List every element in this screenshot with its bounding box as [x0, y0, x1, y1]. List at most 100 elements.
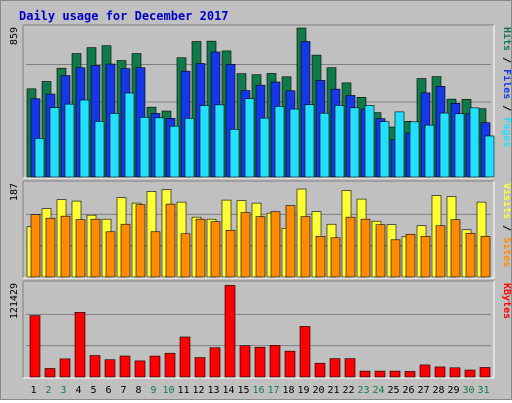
bar-sites-day-7	[120, 223, 131, 278]
bar-pages-day-23	[364, 105, 375, 178]
x-tick-label-day-5: 5	[90, 385, 96, 396]
bar-kbytes-day-16	[254, 346, 266, 378]
x-tick-label-day-3: 3	[60, 385, 66, 396]
bar-pages-day-4	[79, 99, 90, 178]
chart-title: Daily usage for December 2017	[19, 9, 229, 23]
bar-sites-day-26	[405, 233, 416, 278]
legend-separator: /	[501, 219, 511, 237]
bar-pages-day-3	[64, 103, 75, 178]
bar-sites-day-13	[210, 221, 221, 278]
bar-pages-day-11	[184, 118, 195, 178]
bar-sites-day-2	[45, 217, 56, 278]
bar-sites-day-12	[195, 218, 206, 278]
bar-pages-day-30	[469, 107, 480, 178]
bar-pages-day-15	[244, 98, 255, 178]
bar-kbytes-day-8	[134, 360, 146, 378]
bar-kbytes-day-5	[89, 355, 101, 378]
bar-pages-day-10	[169, 125, 180, 178]
bar-kbytes-day-1	[29, 315, 41, 378]
x-tick-label-day-10: 10	[162, 385, 174, 396]
bar-sites-day-1	[30, 214, 41, 278]
bar-sites-day-28	[435, 225, 446, 278]
bar-pages-day-29	[454, 113, 465, 178]
x-tick-label-day-31: 31	[477, 385, 489, 396]
bar-kbytes-day-27	[419, 364, 431, 378]
bar-kbytes-day-14	[224, 285, 236, 378]
bar-kbytes-day-18	[284, 350, 296, 378]
bar-kbytes-day-21	[329, 358, 341, 378]
bar-pages-day-18	[289, 108, 300, 178]
legend-hits: Hits	[501, 27, 511, 51]
y-max-label: 859	[9, 27, 20, 45]
bar-sites-day-16	[255, 216, 266, 278]
bar-pages-day-1	[34, 138, 45, 178]
bar-kbytes-day-29	[449, 367, 461, 378]
bar-pages-day-19	[304, 104, 315, 178]
bar-pages-day-24	[379, 121, 390, 178]
x-tick-label-day-16: 16	[252, 385, 264, 396]
bar-sites-day-23	[360, 218, 371, 278]
bar-kbytes-day-10	[164, 352, 176, 378]
bar-sites-day-21	[330, 237, 341, 278]
x-tick-label-day-23: 23	[357, 385, 369, 396]
bar-pages-day-25	[394, 111, 405, 178]
x-tick-label-day-25: 25	[387, 385, 399, 396]
bar-pages-day-5	[94, 121, 105, 178]
bar-pages-day-12	[199, 105, 210, 178]
bar-sites-day-25	[390, 239, 401, 278]
x-tick-label-day-13: 13	[207, 385, 219, 396]
bar-sites-day-27	[420, 235, 431, 278]
bar-sites-day-3	[60, 215, 71, 278]
bar-kbytes-day-4	[74, 311, 86, 378]
bar-kbytes-day-11	[179, 336, 191, 378]
x-tick-label-day-18: 18	[282, 385, 294, 396]
bar-sites-day-22	[345, 216, 356, 278]
bar-kbytes-day-13	[209, 347, 221, 378]
bar-kbytes-day-7	[119, 355, 131, 378]
x-tick-label-day-8: 8	[135, 385, 141, 396]
bar-pages-day-7	[124, 92, 135, 178]
y-max-label: 121429	[9, 283, 20, 319]
x-tick-label-day-6: 6	[105, 385, 111, 396]
bar-pages-day-16	[259, 117, 270, 178]
bar-kbytes-day-30	[464, 369, 476, 378]
bar-kbytes-day-12	[194, 357, 206, 378]
x-tick-label-day-11: 11	[177, 385, 189, 396]
bar-kbytes-day-2	[44, 368, 56, 378]
x-tick-label-day-24: 24	[372, 385, 384, 396]
bar-kbytes-day-24	[374, 370, 386, 378]
legend-sites: Sites	[501, 237, 511, 267]
bar-sites-day-8	[135, 204, 146, 278]
legend-separator: /	[501, 51, 511, 69]
bar-sites-day-14	[225, 229, 236, 278]
bar-kbytes-day-20	[314, 362, 326, 378]
bar-sites-day-19	[300, 216, 311, 278]
bar-kbytes-day-9	[149, 355, 161, 378]
bar-sites-day-30	[465, 232, 476, 278]
legend-separator: /	[501, 99, 511, 117]
bar-kbytes-day-19	[299, 326, 311, 378]
bar-pages-day-20	[319, 112, 330, 178]
bar-sites-day-4	[75, 219, 86, 278]
legend-kbytes: KBytes	[501, 283, 511, 319]
bar-kbytes-day-31	[479, 367, 491, 378]
bar-pages-day-6	[109, 113, 120, 178]
y-max-label: 187	[9, 183, 20, 201]
legend-visits: Visits	[501, 183, 511, 219]
bar-kbytes-day-26	[404, 371, 416, 378]
bar-sites-day-17	[270, 211, 281, 278]
bar-kbytes-day-25	[389, 370, 401, 378]
bar-pages-day-9	[154, 117, 165, 178]
x-tick-label-day-4: 4	[75, 385, 81, 396]
x-tick-label-day-26: 26	[402, 385, 414, 396]
bar-sites-day-29	[450, 219, 461, 278]
bar-sites-day-9	[150, 231, 161, 278]
x-tick-label-day-19: 19	[297, 385, 309, 396]
x-tick-label-day-14: 14	[222, 385, 234, 396]
bar-pages-day-14	[229, 129, 240, 178]
x-tick-label-day-21: 21	[327, 385, 339, 396]
bar-pages-day-13	[214, 104, 225, 178]
bar-kbytes-day-23	[359, 370, 371, 378]
